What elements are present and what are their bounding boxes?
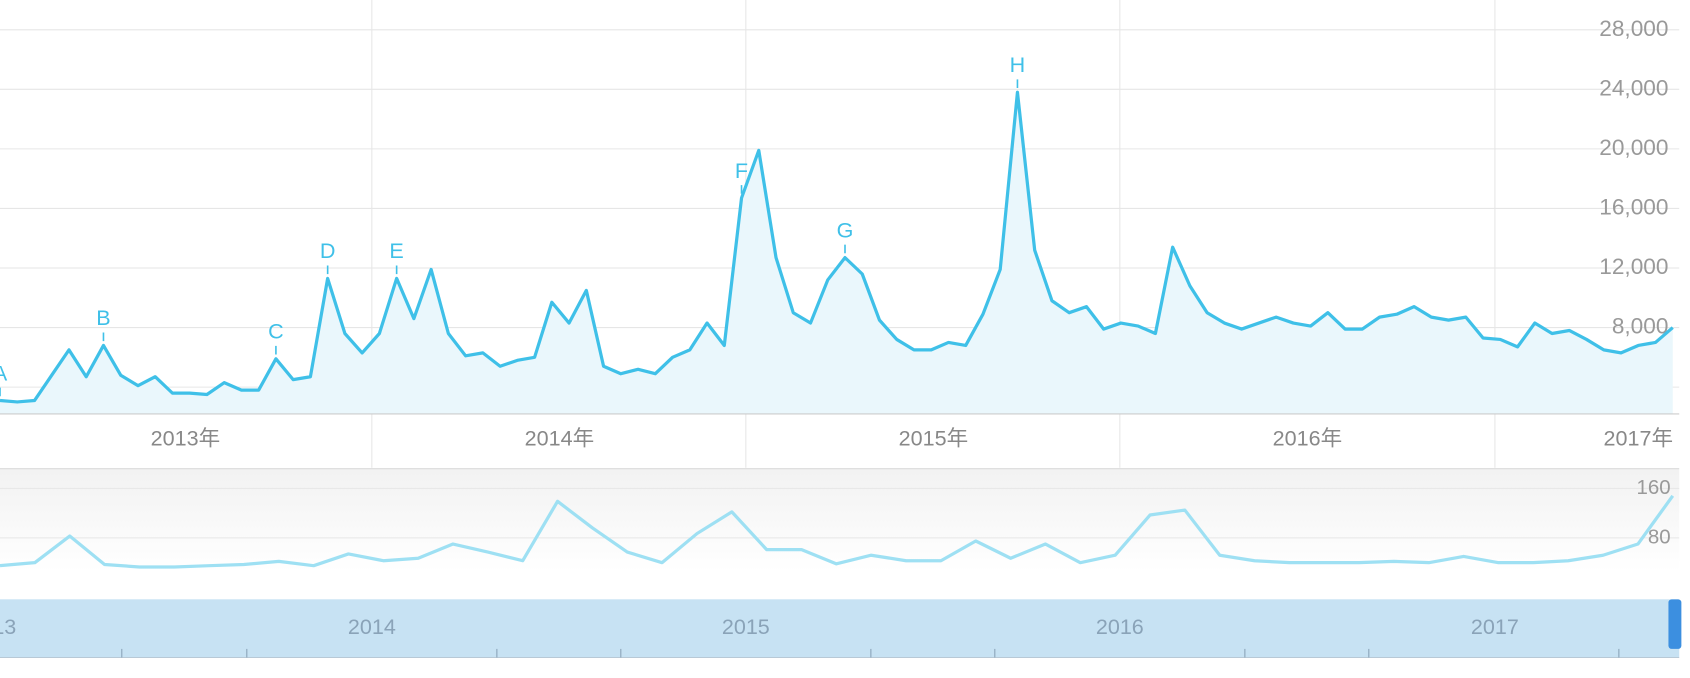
y-tick-label: 12,000 bbox=[1599, 254, 1668, 279]
navigator-label: 2017 bbox=[1471, 614, 1519, 639]
navigator-band bbox=[0, 599, 1680, 658]
navigator-label: 13 bbox=[0, 614, 16, 639]
mini-panel bbox=[0, 469, 1680, 572]
line bbox=[0, 90, 1674, 404]
y-tick-label: 8,000 bbox=[1612, 314, 1669, 339]
y-tick-label: 20,000 bbox=[1599, 135, 1668, 160]
line bbox=[0, 494, 1675, 569]
y-tick-label: 80 bbox=[1648, 525, 1671, 548]
annotation-label: A bbox=[0, 360, 8, 385]
navigator-label: 2016 bbox=[1096, 614, 1144, 639]
annotation-label: G bbox=[837, 217, 854, 242]
annotation-label: C bbox=[268, 319, 284, 344]
navigator-label: 2014 bbox=[348, 614, 396, 639]
y-tick-label: 160 bbox=[1636, 476, 1670, 499]
y-tick-label: 16,000 bbox=[1599, 194, 1668, 219]
y-tick-label: 24,000 bbox=[1599, 75, 1668, 100]
x-tick-label: 2013年 bbox=[151, 425, 220, 450]
x-tick-label: 2015年 bbox=[899, 425, 968, 450]
annotation-label: B bbox=[96, 305, 110, 330]
x-tick-label: 2014年 bbox=[525, 425, 594, 450]
x-tick-label: 2016年 bbox=[1273, 425, 1342, 450]
y-tick-label: 28,000 bbox=[1599, 16, 1668, 41]
navigator-label: 2015 bbox=[722, 614, 770, 639]
navigator-handle[interactable] bbox=[1668, 599, 1682, 649]
annotation-label: E bbox=[389, 238, 403, 263]
plot-layer: 4,0008,00012,00016,00020,00024,00028,000… bbox=[0, 16, 1680, 658]
annotation-label: H bbox=[1010, 52, 1026, 77]
x-tick-label: 2017年 bbox=[1604, 425, 1673, 450]
annotation-label: F bbox=[735, 158, 748, 183]
area bbox=[0, 92, 1673, 414]
annotation-label: D bbox=[320, 238, 336, 263]
